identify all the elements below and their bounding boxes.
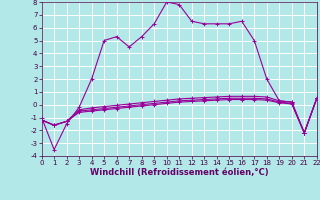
X-axis label: Windchill (Refroidissement éolien,°C): Windchill (Refroidissement éolien,°C): [90, 168, 268, 177]
